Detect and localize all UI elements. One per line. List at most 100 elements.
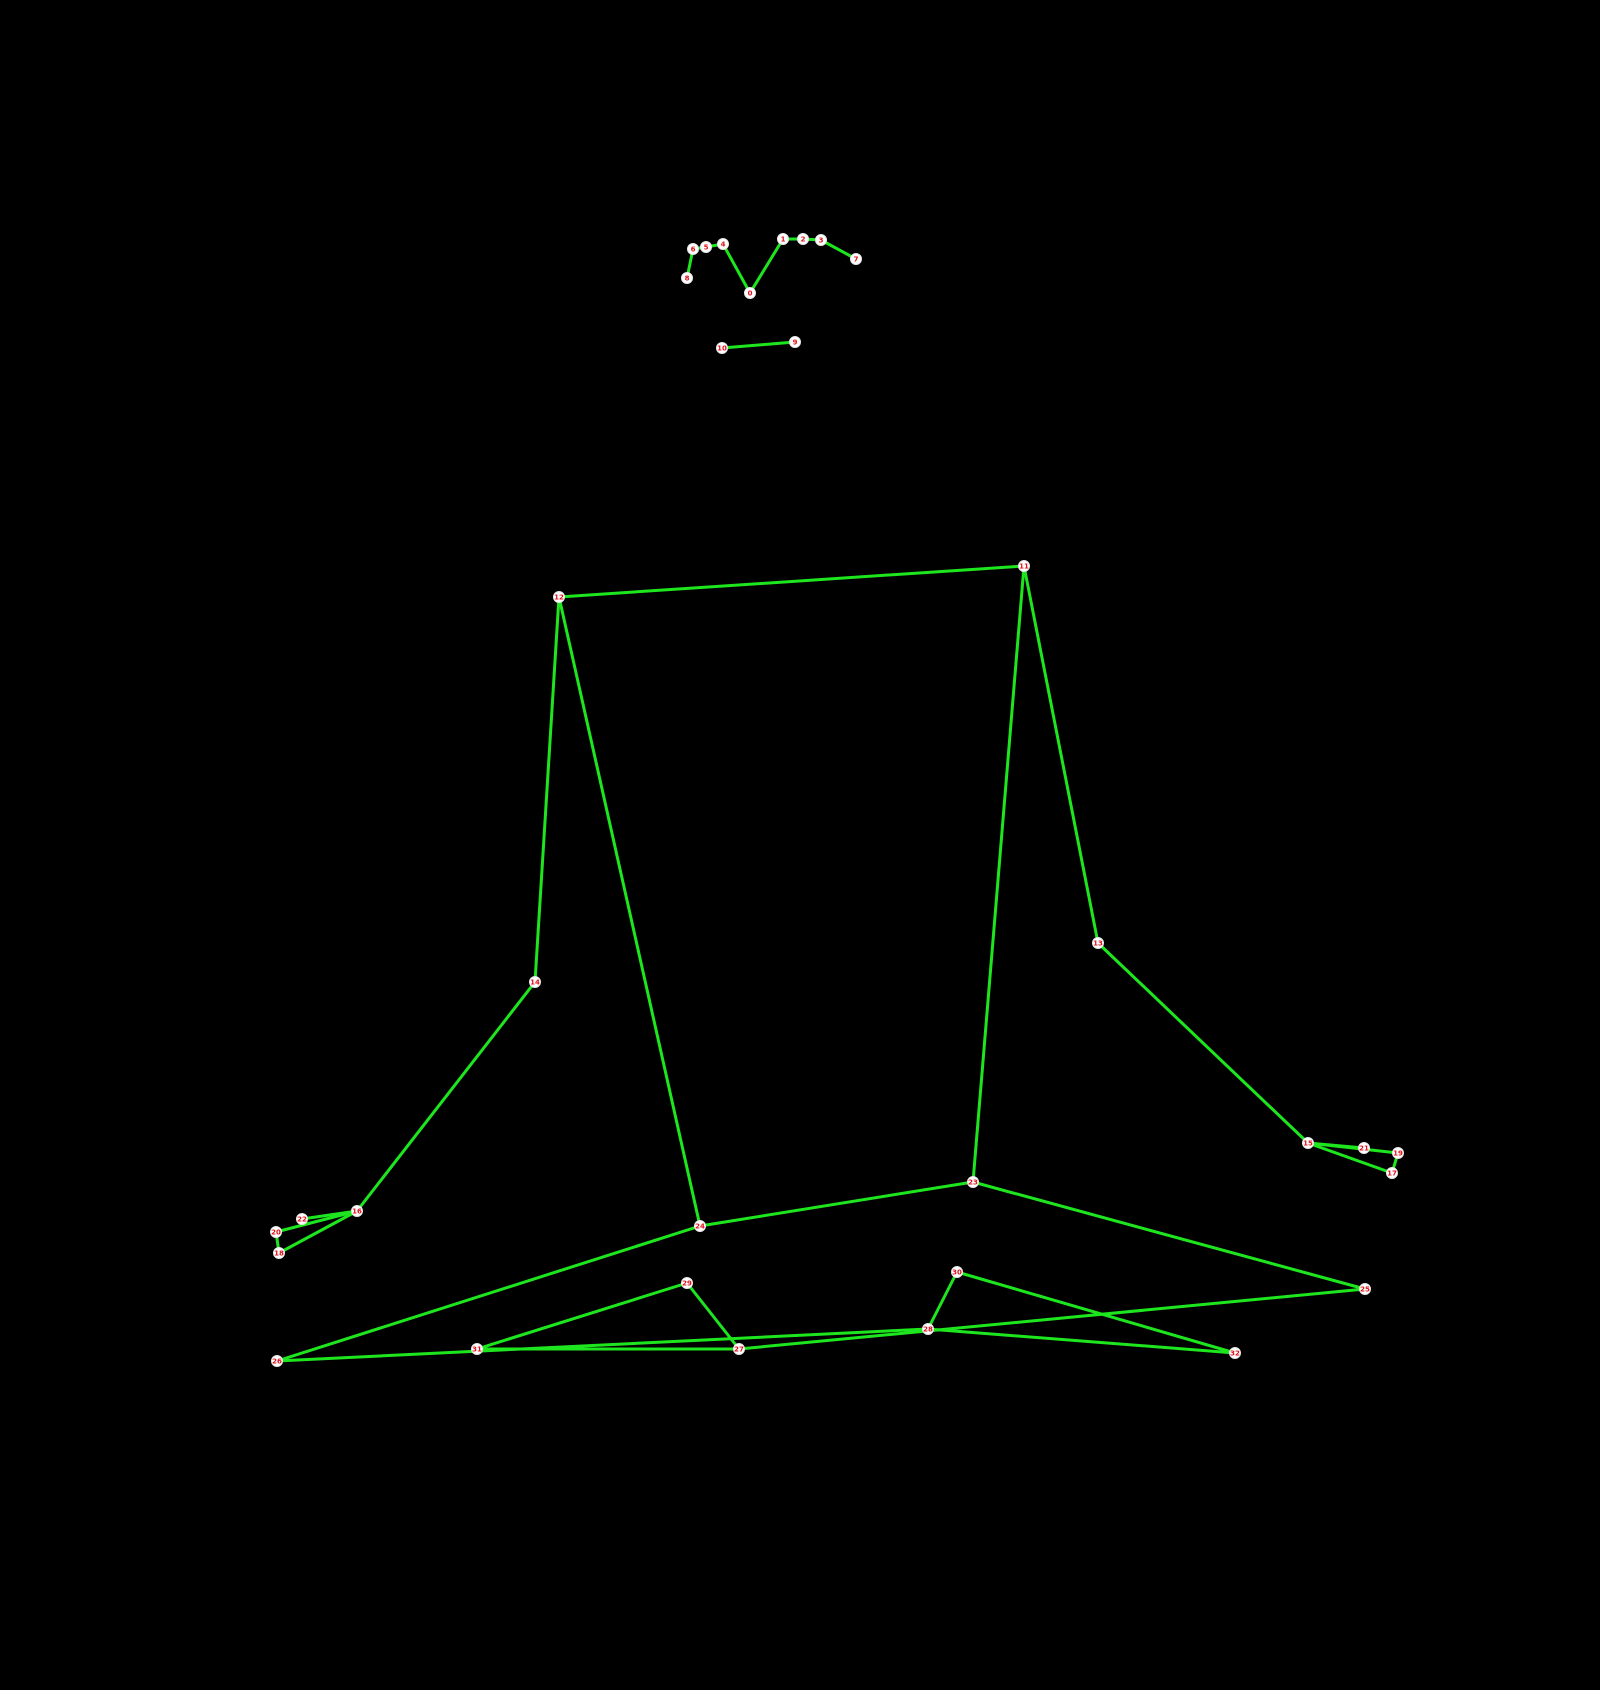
keypoint-dot: [694, 1220, 706, 1232]
keypoint-label: 23: [968, 1179, 978, 1187]
bone-15-17: [1306, 1141, 1394, 1175]
keypoint-dot: [967, 1176, 979, 1188]
keypoint-21: 21: [1358, 1142, 1370, 1154]
keypoint-dot: [1229, 1347, 1241, 1359]
keypoint-23: 23: [967, 1176, 979, 1188]
keypoint-30: 30: [951, 1266, 963, 1278]
keypoint-label: 29: [682, 1280, 692, 1288]
keypoint-5: 5: [700, 241, 712, 253]
keypoint-24: 24: [694, 1220, 706, 1232]
skeleton-keypoints: 01 2 3456789101112131415161718192021222324…: [270, 233, 1404, 1367]
keypoint-dot: [471, 1343, 483, 1355]
bone-11-23: [971, 564, 1026, 1184]
keypoint-label: 5: [704, 244, 709, 252]
keypoint-dot: [1358, 1142, 1370, 1154]
keypoint-dot: [351, 1205, 363, 1217]
bone-16-22: [300, 1209, 359, 1221]
keypoint-label: 18: [274, 1250, 284, 1258]
keypoint-dot: [1302, 1137, 1314, 1149]
bone-0-4: [721, 242, 752, 295]
bone-23-24: [698, 1180, 975, 1228]
bone-30-32: [955, 1270, 1237, 1355]
keypoint-label: 11: [1019, 563, 1029, 571]
keypoint-dot: [273, 1247, 285, 1259]
keypoint-dot: [1092, 937, 1104, 949]
keypoint-dot: [553, 591, 565, 603]
bone-12-24: [557, 595, 702, 1228]
keypoint-label: 2: [801, 236, 806, 244]
keypoint-label: 21: [1359, 1145, 1369, 1153]
bone-16-20: [274, 1209, 359, 1234]
keypoint-dot: [296, 1213, 308, 1225]
keypoint-7: 7: [850, 253, 862, 265]
keypoint-dot: [815, 234, 827, 246]
keypoint-label: 9: [793, 339, 798, 347]
keypoint-20: 20: [270, 1226, 282, 1238]
keypoint-dot: [951, 1266, 963, 1278]
keypoint-dot: [744, 287, 756, 299]
keypoint-label: 1: [781, 236, 786, 244]
keypoint-dot: [717, 238, 729, 250]
bone-15-21: [1306, 1141, 1366, 1150]
keypoint-22: 22: [296, 1213, 308, 1225]
keypoint-label: 10: [717, 345, 727, 353]
keypoint-31: 31: [471, 1343, 483, 1355]
keypoint-label: 30: [952, 1269, 962, 1277]
bone-24-26: [275, 1224, 702, 1363]
keypoint-label: 3: [819, 237, 824, 245]
keypoint-14: 14: [529, 976, 541, 988]
keypoint-label: 27: [734, 1346, 744, 1354]
keypoint-label: 12: [554, 594, 564, 602]
keypoint-8: 8: [681, 272, 693, 284]
keypoint-label: 7: [854, 256, 859, 264]
keypoint-15: 15: [1302, 1137, 1314, 1149]
keypoint-3: 3: [815, 234, 827, 246]
keypoint-label: 0: [748, 290, 753, 298]
bone-16-18: [277, 1209, 359, 1255]
bone-27-29: [685, 1281, 741, 1351]
keypoint-label: 8: [685, 275, 690, 283]
bone-26-28: [275, 1327, 930, 1363]
keypoint-dot: [681, 1277, 693, 1289]
keypoint-25: 25: [1359, 1283, 1371, 1295]
keypoint-label: 13: [1093, 940, 1103, 948]
keypoint-dot: [716, 342, 728, 354]
keypoint-27: 27: [733, 1343, 745, 1355]
bone-13-15: [1096, 941, 1310, 1145]
keypoint-dot: [1386, 1167, 1398, 1179]
keypoint-dot: [270, 1226, 282, 1238]
bone-14-16: [355, 980, 537, 1213]
keypoint-dot: [733, 1343, 745, 1355]
keypoint-28: 28: [922, 1323, 934, 1335]
keypoint-12: 12: [553, 591, 565, 603]
keypoint-label: 25: [1360, 1286, 1370, 1294]
bone-29-31: [475, 1281, 689, 1351]
keypoint-19: 19: [1392, 1147, 1404, 1159]
keypoint-29: 29: [681, 1277, 693, 1289]
keypoint-dot: [797, 233, 809, 245]
keypoint-18: 18: [273, 1247, 285, 1259]
keypoint-label: 28: [923, 1326, 933, 1334]
bone-28-32: [926, 1327, 1237, 1355]
keypoint-dot: [687, 243, 699, 255]
bone-9-10: [720, 340, 797, 350]
keypoint-dot: [1359, 1283, 1371, 1295]
keypoint-2: 2: [797, 233, 809, 245]
keypoint-17: 17: [1386, 1167, 1398, 1179]
keypoint-label: 31: [472, 1346, 482, 1354]
bone-11-12: [557, 564, 1026, 599]
keypoint-label: 14: [530, 979, 540, 987]
keypoint-1: 1: [777, 233, 789, 245]
keypoint-4: 4: [717, 238, 729, 250]
keypoint-label: 32: [1230, 1350, 1240, 1358]
keypoint-dot: [271, 1355, 283, 1367]
keypoint-dot: [1018, 560, 1030, 572]
bone-28-30: [926, 1270, 959, 1331]
keypoint-13: 13: [1092, 937, 1104, 949]
bone-25-27: [737, 1287, 1367, 1351]
keypoint-label: 6: [691, 246, 696, 254]
keypoint-label: 15: [1303, 1140, 1313, 1148]
keypoint-label: 26: [272, 1358, 282, 1366]
